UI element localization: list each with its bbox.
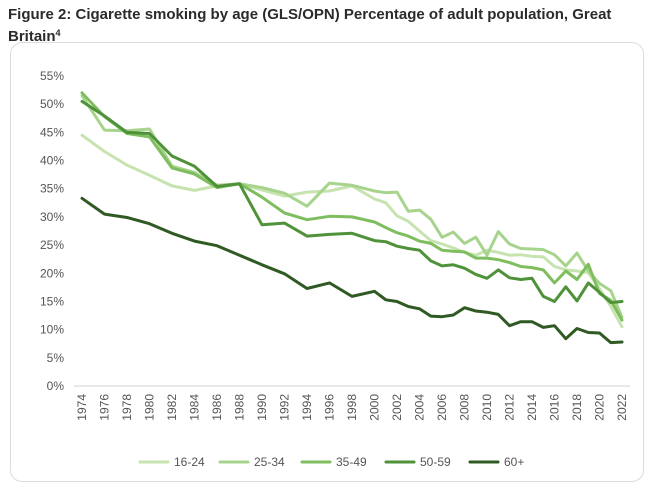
x-tick-label: 2012: [503, 394, 517, 421]
x-tick-label: 1978: [120, 394, 134, 421]
x-tick-label: 1996: [323, 394, 337, 421]
y-tick-label: 35%: [40, 182, 64, 196]
legend: 16-24 25-34 35-49 50-59 60+: [138, 455, 524, 469]
x-tick-label: 1974: [75, 394, 89, 421]
y-tick-labels: 0% 5% 10% 15% 20% 25% 30% 35% 40% 45% 50% 55%: [40, 69, 64, 393]
x-tick-label: 1990: [255, 394, 269, 421]
legend-label: 50-59: [420, 455, 451, 469]
legend-item-60+: 60+: [468, 455, 524, 469]
y-tick-label: 15%: [40, 294, 64, 308]
series-lines: [80, 91, 624, 345]
x-tick-label: 2004: [413, 394, 427, 421]
y-tick-label: 10%: [40, 323, 64, 337]
x-tick-label: 2018: [570, 394, 584, 421]
series-line-60+: [80, 196, 624, 345]
legend-item-16-24: 16-24: [138, 455, 205, 469]
x-tick-label: 2022: [615, 394, 629, 421]
x-tick-label: 1984: [188, 394, 202, 421]
x-tick-labels: 1974 1976 1978 1980 1982 1984 1986 1988 1990 1992…: [75, 394, 629, 421]
x-tick-label: 1986: [210, 394, 224, 421]
x-tick-label: 1976: [98, 394, 112, 421]
y-tick-label: 30%: [40, 210, 64, 224]
legend-item-35-49: 35-49: [300, 455, 367, 469]
figure-title: Figure 2: Cigarette smoking by age (GLS/…: [8, 5, 644, 46]
series-line-35-49: [80, 91, 624, 322]
legend-label: 25-34: [254, 455, 285, 469]
y-tick-label: 45%: [40, 125, 64, 139]
x-tick-label: 2010: [480, 394, 494, 421]
x-tick-label: 2014: [525, 394, 539, 421]
y-tick-label: 25%: [40, 238, 64, 252]
x-tick-label: 1980: [143, 394, 157, 421]
y-tick-label: 50%: [40, 97, 64, 111]
x-tick-label: 2000: [368, 394, 382, 421]
y-tick-label: 40%: [40, 154, 64, 168]
legend-label: 60+: [504, 455, 524, 469]
x-tick-label: 1988: [233, 394, 247, 421]
x-tick-label: 1994: [300, 394, 314, 421]
y-tick-label: 5%: [47, 351, 65, 365]
y-tick-label: 55%: [40, 69, 64, 83]
legend-label: 35-49: [336, 455, 367, 469]
legend-item-50-59: 50-59: [384, 455, 451, 469]
y-tick-label: 20%: [40, 266, 64, 280]
figure-title-text: Figure 2: Cigarette smoking by age (GLS/…: [8, 6, 612, 45]
x-tick-label: 2020: [593, 394, 607, 421]
chart-card: [10, 42, 644, 482]
x-tick-label: 2002: [390, 394, 404, 421]
x-tick-label: 2008: [458, 394, 472, 421]
x-tick-label: 1998: [345, 394, 359, 421]
legend-label: 16-24: [174, 455, 205, 469]
x-tick-label: 2006: [435, 394, 449, 421]
legend-item-25-34: 25-34: [218, 455, 285, 469]
footnote-marker: 4: [55, 28, 61, 38]
y-tick-label: 0%: [47, 379, 65, 393]
x-tick-label: 1982: [165, 394, 179, 421]
x-tick-label: 1992: [278, 394, 292, 421]
series-line-25-34: [80, 94, 624, 319]
x-tick-label: 2016: [548, 394, 562, 421]
series-line-50-59: [80, 99, 624, 305]
